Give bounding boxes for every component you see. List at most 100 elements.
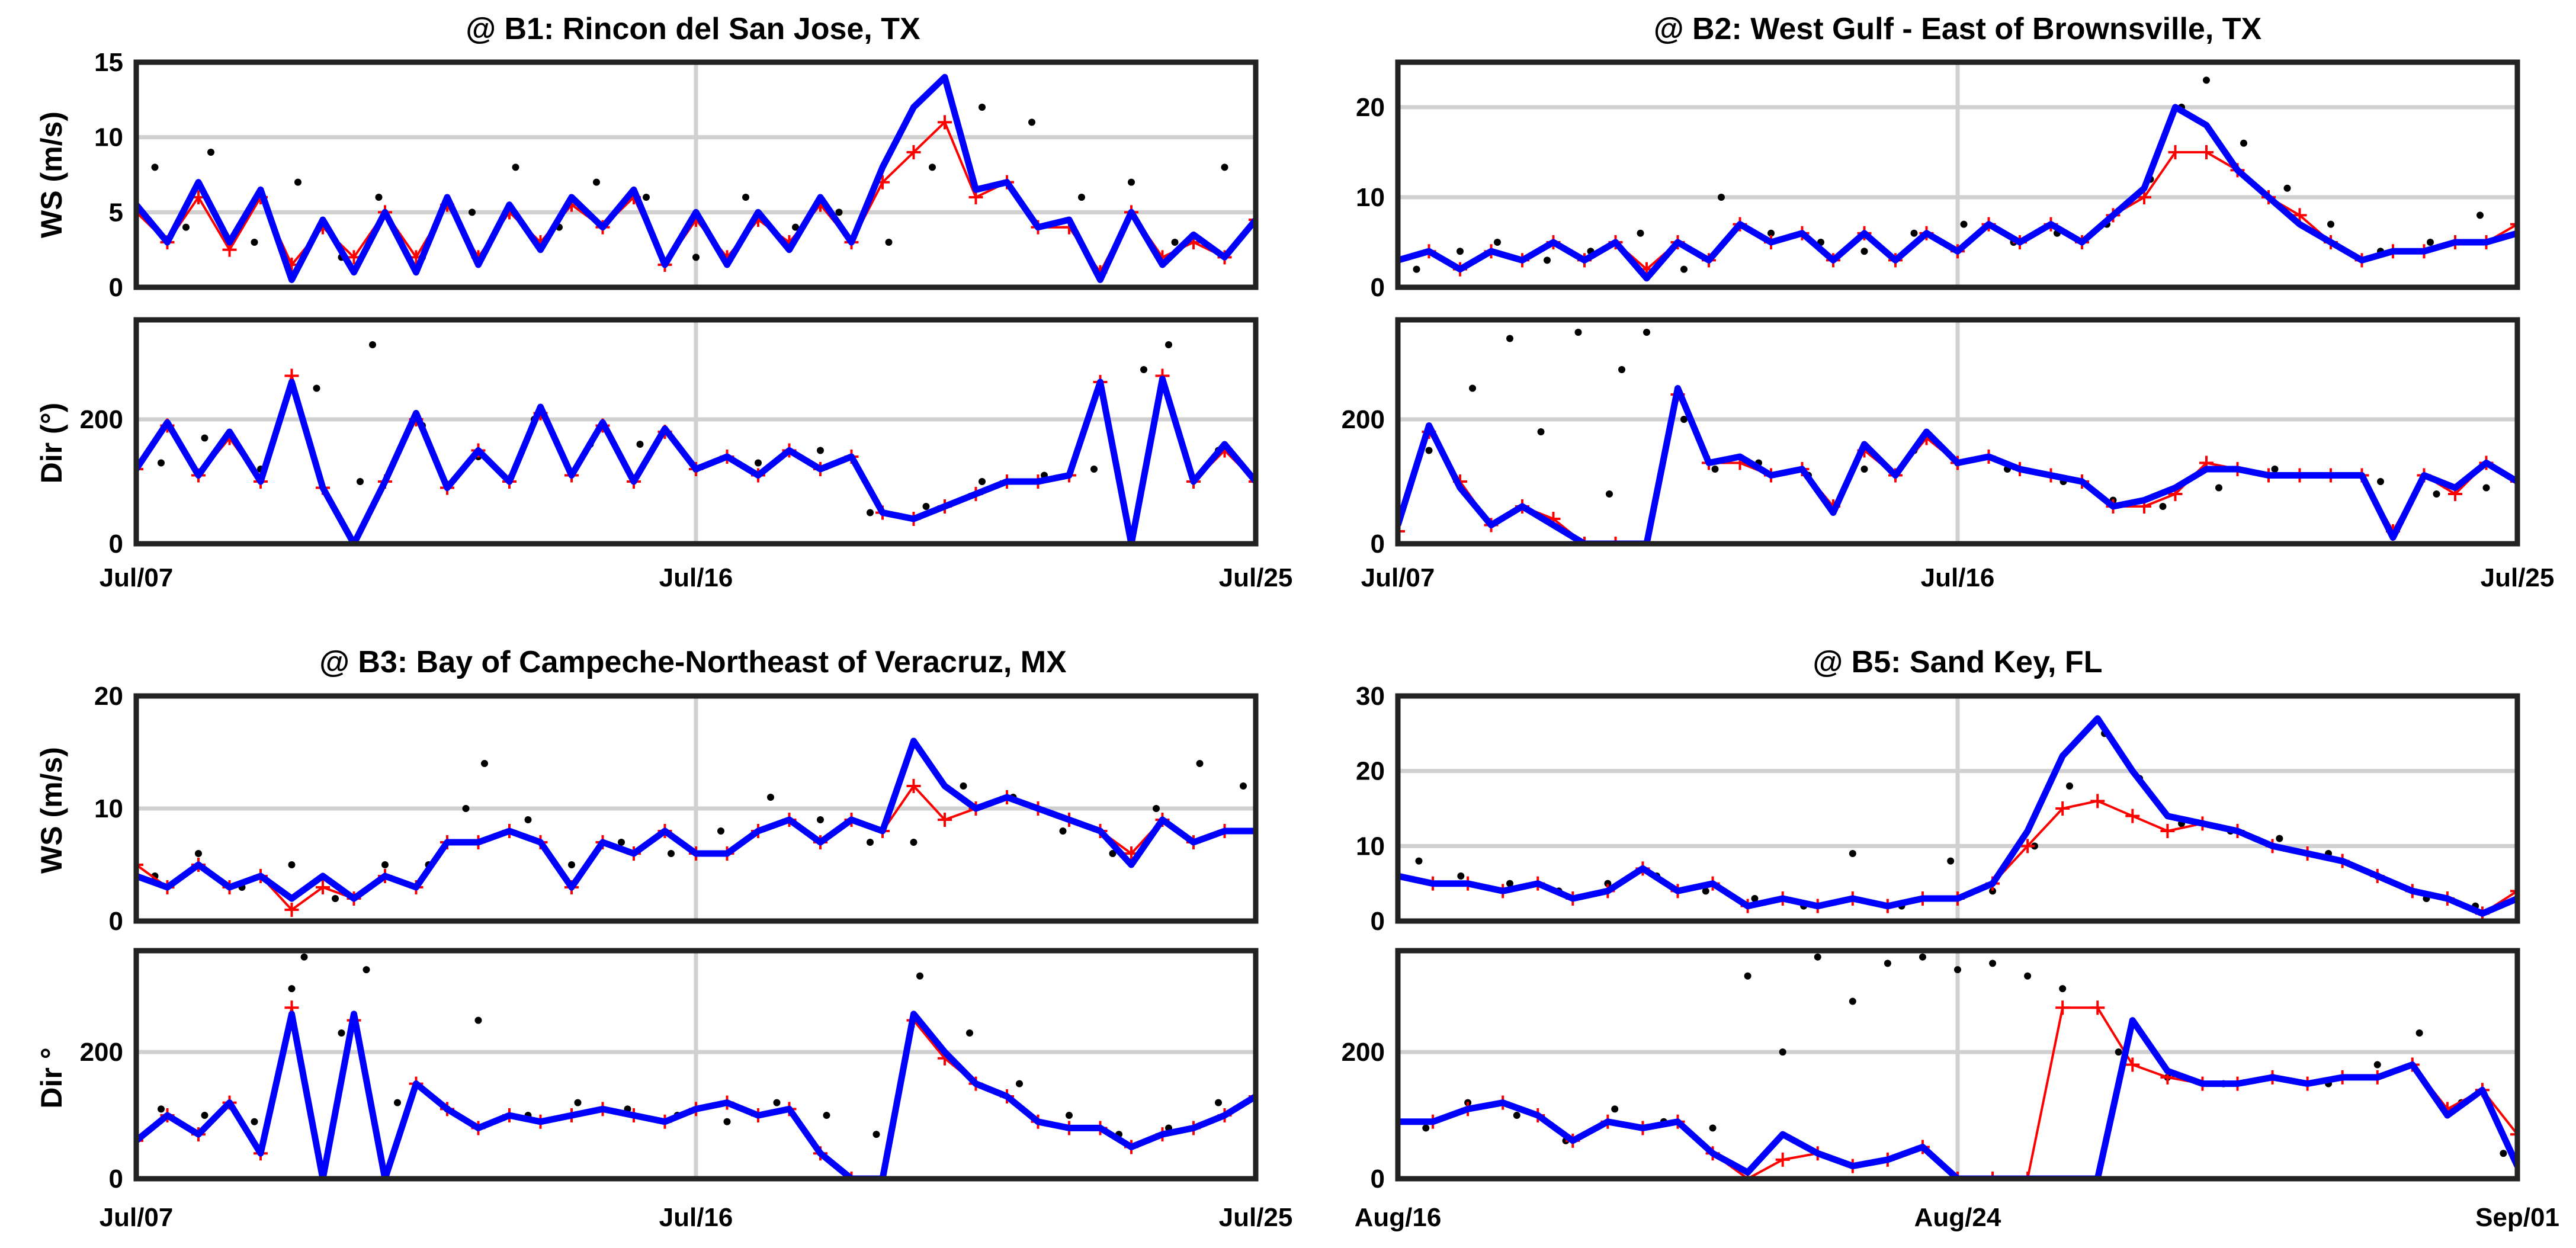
observed-point: [474, 1016, 482, 1024]
red-plus-marker: [1577, 537, 1592, 544]
ws-plot-area: [136, 73, 1256, 283]
observed-point: [1544, 256, 1551, 264]
observed-point: [1422, 1124, 1430, 1132]
observed-point: [1415, 857, 1423, 865]
observed-point: [618, 839, 625, 846]
observed-point: [357, 478, 364, 485]
x-tick-label: Aug/16: [1355, 1203, 1442, 1232]
red-plus-marker: [906, 145, 921, 159]
observed-point: [2433, 490, 2440, 498]
observed-point: [462, 805, 470, 812]
observed-point: [288, 985, 296, 993]
red-plus-marker: [1249, 474, 1256, 489]
observed-point: [929, 163, 936, 171]
observed-point: [2159, 503, 2167, 510]
observed-point: [1779, 1048, 1786, 1056]
observed-point: [1680, 416, 1688, 423]
observed-point: [1860, 466, 1868, 473]
observed-point: [668, 850, 675, 857]
ws-frame: [1395, 59, 2520, 290]
observed-point: [1884, 960, 1891, 967]
observed-point: [1574, 329, 1582, 336]
observed-point: [381, 861, 389, 868]
observed-point: [332, 895, 339, 902]
observed-point: [1128, 178, 1135, 186]
observed-point: [1849, 850, 1856, 857]
y-tick-label: 0: [1371, 907, 1385, 936]
observed-point: [2283, 184, 2291, 192]
red-plus-marker: [1775, 1152, 1790, 1167]
observed-point: [1066, 1112, 1073, 1119]
observed-point: [885, 239, 893, 246]
red-plus-marker: [2510, 884, 2517, 899]
observed-point: [2327, 220, 2334, 228]
observed-point: [568, 861, 575, 868]
observed-point: [835, 208, 843, 216]
ws-ylabel-b3: WS (m/s): [35, 747, 68, 874]
observed-point: [2059, 985, 2067, 993]
red-plus-marker: [2168, 145, 2183, 159]
observed-point: [524, 816, 532, 823]
observed-point: [1767, 229, 1775, 237]
observed-point: [1910, 229, 1918, 237]
y-tick-label: 20: [1356, 757, 1385, 786]
red-plus-marker: [844, 1172, 859, 1179]
observed-point: [1028, 118, 1035, 126]
red-plus-marker: [2020, 1172, 2035, 1179]
observed-point: [717, 827, 724, 835]
observed-point: [2066, 782, 2073, 790]
observed-point: [1090, 466, 1098, 473]
observed-point: [966, 1029, 973, 1037]
y-tick-label: 0: [1371, 530, 1385, 559]
red-plus-marker: [1249, 213, 1256, 227]
observed-point: [195, 850, 202, 857]
x-tick-label: Jul/07: [1361, 563, 1435, 592]
x-tick-label: Jul/07: [100, 563, 174, 592]
y-tick-label: 200: [80, 405, 123, 434]
observed-point: [922, 503, 930, 510]
observed-point: [1709, 1124, 1717, 1132]
observed-point: [362, 966, 370, 974]
observed-point: [817, 447, 824, 454]
chart-title-b3: @ B3: Bay of Campeche-Northeast of Verac…: [319, 645, 1067, 679]
observed-point: [1611, 1105, 1619, 1113]
red-plus-marker: [2055, 801, 2070, 816]
observed-point: [1718, 194, 1725, 201]
red-plus-marker: [938, 115, 952, 130]
observed-point: [201, 1112, 208, 1119]
observed-point: [294, 178, 301, 186]
observed-point: [1171, 239, 1179, 246]
red-plus-marker: [938, 813, 952, 827]
red-plus-marker: [1398, 524, 1405, 538]
observed-point: [1637, 229, 1644, 237]
observed-point: [1604, 880, 1612, 887]
observed-point: [2115, 1048, 2122, 1056]
observed-point: [1711, 466, 1719, 473]
ws-plot-area: [1398, 76, 2517, 282]
dir-frame: [133, 317, 1259, 547]
red-plus-marker: [2055, 1000, 2070, 1015]
red-plus-marker: [284, 903, 299, 917]
observed-point: [1680, 265, 1688, 273]
observed-point: [692, 254, 700, 261]
y-tick-label: 0: [109, 530, 123, 559]
y-tick-label: 10: [94, 794, 123, 823]
red-plus-marker: [2510, 217, 2517, 232]
observed-point: [313, 384, 320, 392]
observed-point: [867, 509, 874, 516]
observed-point: [1744, 972, 1751, 980]
observed-point: [643, 194, 650, 201]
observed-point: [207, 149, 214, 156]
y-tick-label: 20: [94, 682, 123, 711]
observed-point: [2415, 1029, 2423, 1037]
observed-point: [2203, 76, 2210, 84]
ws-axes-2: 20 10 0: [94, 682, 1259, 936]
observed-point: [823, 1112, 830, 1119]
observed-point: [369, 341, 376, 348]
y-tick-label: 0: [1371, 1164, 1385, 1194]
